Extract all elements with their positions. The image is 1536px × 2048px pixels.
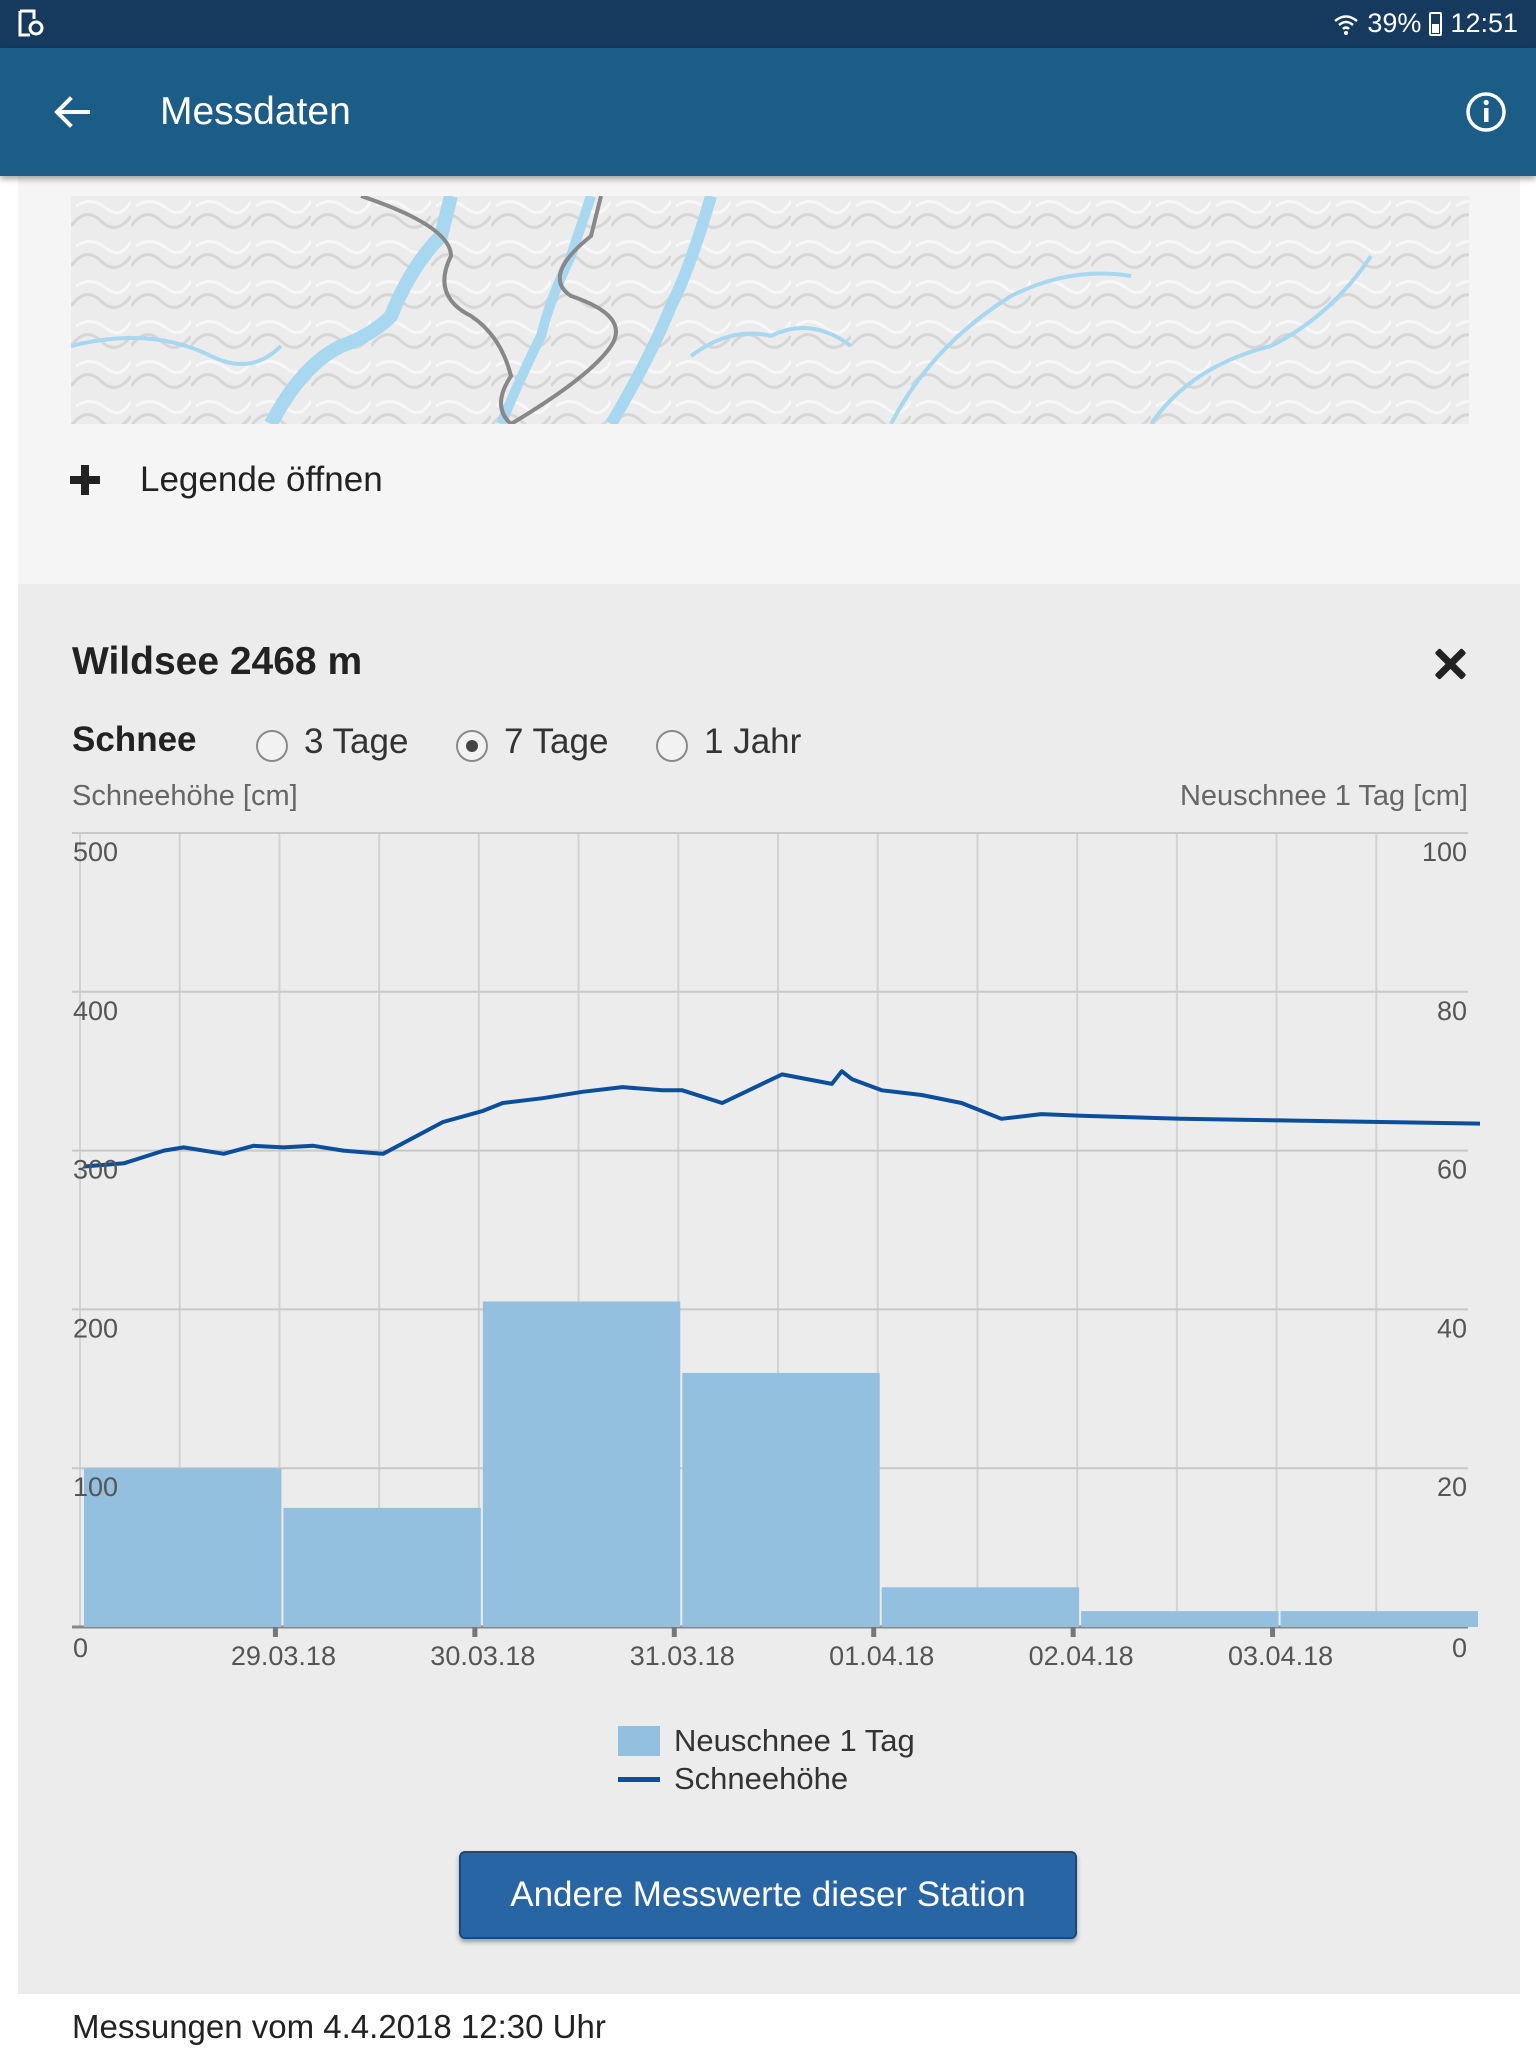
left-tick-label: 500	[73, 837, 118, 867]
terrain-map	[71, 196, 1469, 424]
station-title: Wildsee 2468 m	[72, 640, 363, 683]
left-tick-label: 400	[73, 996, 118, 1026]
arrow-left-icon[interactable]	[48, 88, 96, 136]
legend-bar-label: Neuschnee 1 Tag	[674, 1723, 915, 1758]
bar-swatch-icon	[618, 1726, 660, 1756]
radio-label: 1 Jahr	[704, 722, 802, 761]
snow-chart: 0 0 100 20 200 40 300 60 400 80 500 100 29.03.18 30.0…	[72, 832, 1481, 1671]
left-tick-label: 0	[73, 1633, 88, 1663]
screenshot-notification-icon	[18, 9, 44, 37]
right-tick-label: 100	[1422, 837, 1467, 867]
radio-circle-icon	[656, 730, 688, 762]
wifi-icon	[1334, 14, 1359, 35]
left-tick-label: 200	[73, 1313, 118, 1343]
left-tick-label: 300	[73, 1155, 118, 1185]
legend-item-neuschnee[interactable]: Neuschnee 1 Tag	[618, 1722, 915, 1760]
chart-legend: Neuschnee 1 Tag Schneehöhe	[618, 1722, 915, 1798]
radio-1-jahr[interactable]: 1 Jahr	[656, 722, 801, 762]
legend-open-toggle[interactable]: Legende öffnen	[70, 460, 383, 500]
legend-open-label: Legende öffnen	[140, 460, 383, 499]
x-tick-label: 02.04.18	[1029, 1641, 1134, 1671]
page-title: Messdaten	[160, 90, 351, 133]
neuschnee-bar	[1081, 1611, 1279, 1627]
neuschnee-bar	[1280, 1611, 1478, 1627]
x-tick-label: 03.04.18	[1228, 1641, 1333, 1671]
right-tick-label: 60	[1437, 1155, 1467, 1185]
neuschnee-bar	[682, 1372, 880, 1627]
clock: 12:51	[1450, 8, 1518, 38]
plus-icon	[70, 465, 100, 495]
schneehoehe-line	[83, 1069, 1481, 1169]
neuschnee-bar	[881, 1587, 1080, 1627]
left-axis-label: Schneehöhe [cm]	[72, 780, 298, 812]
x-tick-label: 01.04.18	[829, 1641, 934, 1671]
line-swatch-icon	[618, 1776, 660, 1782]
x-tick-label: 31.03.18	[630, 1641, 735, 1671]
right-axis-label: Neuschnee 1 Tag [cm]	[1179, 780, 1468, 812]
radio-label: 7 Tage	[504, 722, 609, 761]
info-icon[interactable]	[1464, 90, 1508, 134]
parameter-label: Schnee	[72, 720, 197, 759]
radio-7-tage[interactable]: 7 Tage	[456, 722, 608, 762]
right-tick-label: 80	[1437, 996, 1467, 1026]
station-panel	[18, 584, 1520, 1994]
radio-circle-selected-icon	[456, 730, 488, 762]
radio-3-tage[interactable]: 3 Tage	[256, 722, 408, 762]
right-tick-label: 40	[1437, 1313, 1467, 1343]
legend-item-schneehoehe[interactable]: Schneehöhe	[618, 1760, 915, 1798]
other-measurements-button[interactable]: Andere Messwerte dieser Station	[459, 1851, 1077, 1939]
battery-icon	[1429, 11, 1443, 36]
battery-percent: 39%	[1367, 8, 1422, 38]
x-tick-label: 30.03.18	[430, 1641, 535, 1671]
x-tick-label: 29.03.18	[231, 1641, 336, 1671]
measurement-timestamp: Messungen vom 4.4.2018 12:30 Uhr	[72, 2008, 606, 2045]
app-bar: Messdaten	[0, 48, 1536, 176]
left-tick-label: 100	[73, 1472, 118, 1502]
neuschnee-bar	[283, 1507, 481, 1627]
radio-label: 3 Tage	[304, 722, 409, 761]
neuschnee-bar	[482, 1301, 681, 1627]
map-image[interactable]	[71, 196, 1469, 424]
neuschnee-bar	[84, 1468, 282, 1627]
right-tick-label: 20	[1437, 1472, 1467, 1502]
radio-circle-icon	[256, 730, 288, 762]
legend-line-label: Schneehöhe	[674, 1761, 849, 1796]
status-bar: 39% 12:51	[0, 0, 1536, 48]
right-tick-label: 0	[1452, 1633, 1467, 1663]
